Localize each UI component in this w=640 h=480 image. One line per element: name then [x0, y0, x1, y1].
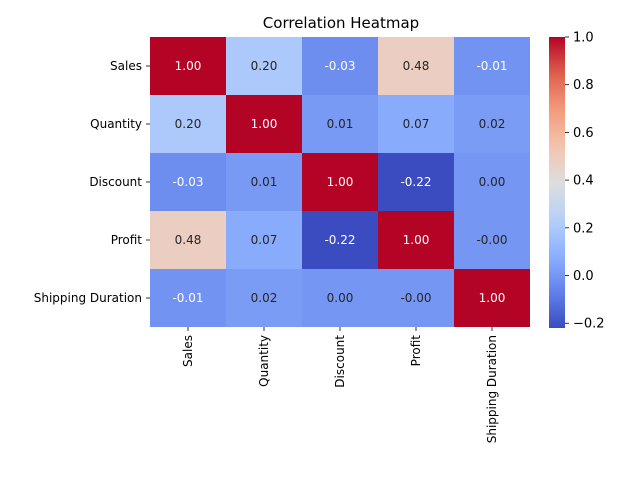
row-tick-label: Quantity: [90, 117, 142, 131]
column-tick-labels: Sales Quantity Discount Profit Shipping Dura…: [181, 327, 499, 443]
heatmap-cell: [378, 37, 454, 95]
heatmap-cell: [378, 95, 454, 153]
cell-value-label: 1.00: [479, 291, 506, 305]
cell-value-label: 0.00: [327, 291, 354, 305]
cell-value-label: -0.01: [172, 291, 203, 305]
row-tick-label: Sales: [110, 59, 142, 73]
cell-value-label: 0.07: [251, 233, 278, 247]
heatmap-cell: [150, 211, 226, 269]
heatmap-cell: [150, 269, 226, 327]
heatmap-cell: [454, 269, 530, 327]
colorbar-tick-label: 0.8: [573, 78, 594, 93]
cell-value-label: -0.01: [476, 59, 507, 73]
heatmap-cell: [150, 95, 226, 153]
row-tick-labels: Sales Quantity Discount Profit Shipping Dura…: [34, 59, 150, 305]
heatmap-cell: [454, 95, 530, 153]
colorbar-tick-label: 0.4: [573, 174, 594, 189]
colorbar-tick-label: 1.0: [573, 31, 594, 46]
cell-value-label: 0.20: [175, 117, 202, 131]
column-tick-label: Shipping Duration: [485, 335, 499, 443]
cell-value-label: -0.03: [324, 59, 355, 73]
cell-value-label: 0.48: [403, 59, 430, 73]
heatmap-cell: [454, 211, 530, 269]
row-tick-label: Discount: [89, 175, 142, 189]
cell-value-label: 1.00: [175, 59, 202, 73]
cell-value-label: 0.07: [403, 117, 430, 131]
column-tick-label: Sales: [181, 335, 195, 367]
cell-value-label: -0.00: [400, 291, 431, 305]
heatmap-cell: [226, 269, 302, 327]
heatmap-cell: [150, 37, 226, 95]
colorbar-tick-label: 0.0: [573, 269, 594, 284]
cell-value-label: 0.01: [251, 175, 278, 189]
cell-value-label: 0.01: [327, 117, 354, 131]
heatmap-cell: [302, 269, 378, 327]
heatmap-cell: [454, 153, 530, 211]
cell-value-label: 1.00: [327, 175, 354, 189]
heatmap-cell: [378, 269, 454, 327]
column-tick-label: Profit: [409, 335, 423, 367]
colorbar: 1.0 0.8 0.6 0.4 0.2 0.0 −0.2: [549, 31, 605, 332]
column-tick-label: Discount: [333, 335, 347, 388]
heatmap-cell: [378, 153, 454, 211]
cell-value-label: 1.00: [403, 233, 430, 247]
cell-value-label: 0.00: [479, 175, 506, 189]
row-tick-label: Shipping Duration: [34, 291, 142, 305]
heatmap-cells: 1.00 0.20 -0.03 0.48 -0.01 0.20 1.00 0.01 0.07 0.…: [150, 37, 530, 327]
colorbar-tick-label: 0.2: [573, 221, 594, 236]
cell-value-label: 0.02: [479, 117, 506, 131]
colorbar-tick-label: 0.6: [573, 126, 594, 141]
heatmap-cell: [226, 211, 302, 269]
heatmap-cell: [226, 95, 302, 153]
cell-value-label: 1.00: [251, 117, 278, 131]
heatmap-cell: [302, 211, 378, 269]
cell-value-label: -0.03: [172, 175, 203, 189]
colorbar-tick-label: −0.2: [573, 317, 605, 332]
cell-value-label: 0.02: [251, 291, 278, 305]
heatmap-cell: [302, 95, 378, 153]
heatmap-cell: [150, 153, 226, 211]
cell-value-label: -0.22: [324, 233, 355, 247]
cell-value-label: 0.20: [251, 59, 278, 73]
colorbar-gradient: [549, 37, 565, 328]
heatmap-cell: [302, 153, 378, 211]
colorbar-ticks: 1.0 0.8 0.6 0.4 0.2 0.0 −0.2: [565, 31, 605, 332]
row-tick-label: Profit: [111, 233, 143, 247]
heatmap-cell: [378, 211, 454, 269]
heatmap-cell: [302, 37, 378, 95]
cell-value-label: -0.00: [476, 233, 507, 247]
cell-value-label: -0.22: [400, 175, 431, 189]
chart-title: Correlation Heatmap: [263, 14, 419, 32]
heatmap-cell: [226, 153, 302, 211]
heatmap-cell: [454, 37, 530, 95]
heatmap-cell: [226, 37, 302, 95]
column-tick-label: Quantity: [257, 335, 271, 387]
cell-value-label: 0.48: [175, 233, 202, 247]
